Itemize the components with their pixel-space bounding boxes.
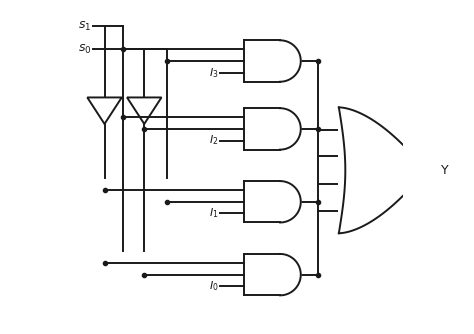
Text: $I_2$: $I_2$ [210,134,219,147]
Polygon shape [244,254,301,295]
Polygon shape [244,40,301,82]
Text: $s_0$: $s_0$ [78,43,91,56]
Text: $I_0$: $I_0$ [209,279,219,293]
Polygon shape [87,98,122,124]
Text: Y: Y [441,164,448,177]
Text: $I_1$: $I_1$ [209,206,219,220]
Polygon shape [244,108,301,150]
Polygon shape [127,98,162,124]
Polygon shape [339,107,426,233]
Polygon shape [244,181,301,222]
Text: $s_1$: $s_1$ [78,20,91,33]
Text: $I_3$: $I_3$ [209,66,219,79]
